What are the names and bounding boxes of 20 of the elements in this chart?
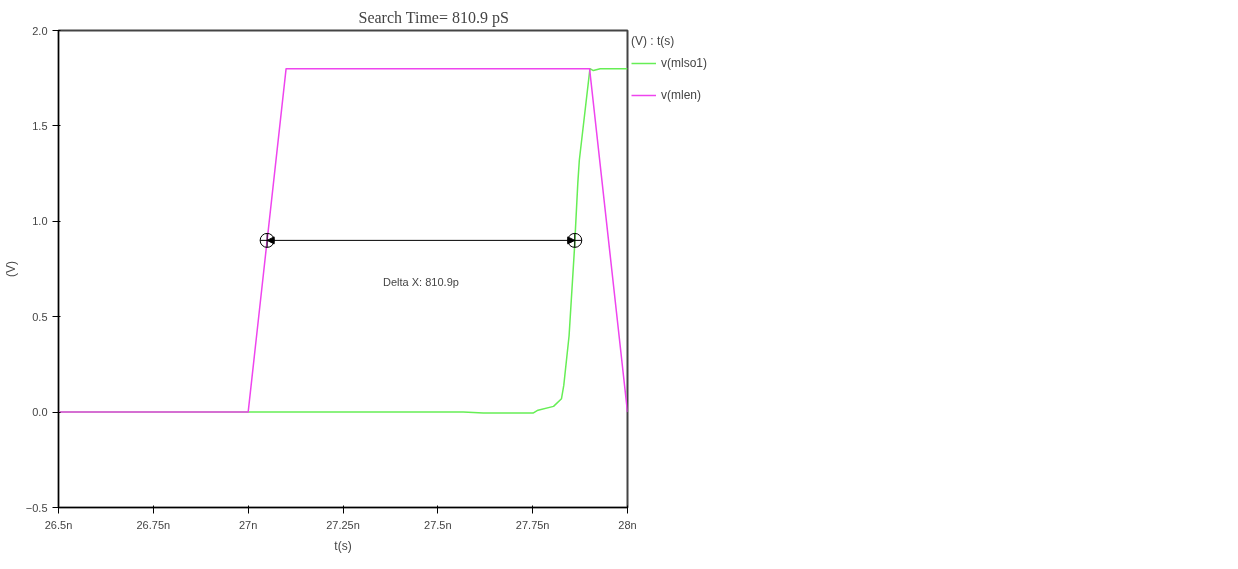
y-tick-label: 1.5	[32, 119, 48, 132]
y-tick-label: 0.0	[32, 406, 48, 419]
x-tick-label: 26.75n	[136, 518, 171, 531]
x-tick-label: 27.25n	[326, 518, 360, 531]
legend-title: (V) : t(s)	[631, 34, 676, 48]
legend-label: v(mlso1)	[661, 56, 708, 70]
x-tick-label: 27.75n	[515, 518, 550, 531]
x-tick-label: 26.5n	[44, 518, 73, 531]
x-tick-label: 27n	[238, 518, 258, 531]
y-axis-title: (V)	[3, 261, 18, 277]
y-tick-label: 2.0	[32, 24, 48, 37]
legend-label: v(mlen)	[661, 88, 702, 102]
y-tick-label: 1.0	[32, 215, 48, 228]
y-tick-label: 0.5	[32, 310, 48, 323]
chart-title: Search Time= 810.9 pS	[358, 8, 509, 27]
x-axis-title: t(s)	[334, 538, 352, 553]
x-tick-label: 27.5n	[424, 518, 452, 531]
y-tick-label: −0.5	[25, 501, 48, 514]
x-tick-label: 28n	[618, 518, 637, 531]
annotation: Delta X: 810.9p	[383, 276, 459, 289]
